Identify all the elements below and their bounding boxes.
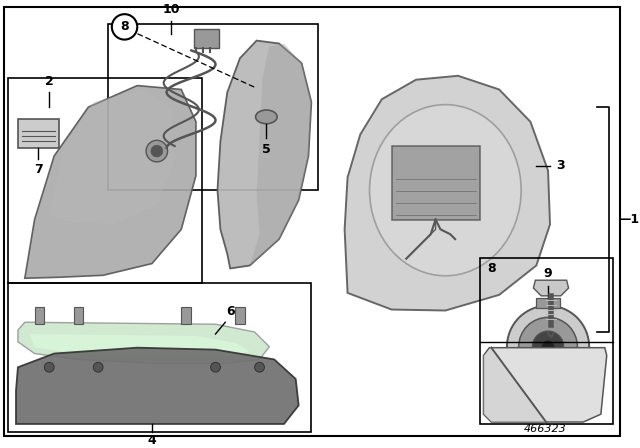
Text: 8: 8 — [120, 20, 129, 34]
Bar — [479, 258, 612, 424]
Bar — [536, 298, 560, 308]
Circle shape — [146, 140, 168, 162]
Polygon shape — [218, 41, 312, 268]
Text: 9: 9 — [544, 267, 552, 280]
Polygon shape — [483, 348, 546, 422]
Bar — [74, 306, 83, 324]
Bar — [235, 306, 245, 324]
Text: 2: 2 — [45, 74, 54, 87]
Ellipse shape — [369, 105, 521, 276]
Polygon shape — [533, 280, 568, 296]
Bar — [35, 306, 44, 324]
Circle shape — [44, 362, 54, 372]
Polygon shape — [49, 90, 175, 224]
Polygon shape — [25, 86, 196, 278]
Bar — [181, 306, 191, 324]
Circle shape — [518, 317, 577, 376]
Text: 5: 5 — [262, 143, 271, 156]
Text: 6: 6 — [226, 306, 234, 319]
Circle shape — [211, 362, 220, 372]
Circle shape — [542, 341, 554, 353]
Polygon shape — [250, 43, 312, 266]
Polygon shape — [344, 76, 550, 310]
Text: 466323: 466323 — [524, 424, 566, 434]
Bar — [392, 146, 479, 220]
Circle shape — [532, 331, 564, 362]
Bar — [8, 283, 312, 432]
Circle shape — [112, 14, 137, 39]
Bar — [8, 78, 202, 283]
Polygon shape — [483, 348, 607, 422]
Polygon shape — [29, 334, 250, 358]
Bar — [108, 24, 318, 190]
Bar — [18, 119, 59, 148]
Text: 10: 10 — [163, 3, 180, 16]
Text: 4: 4 — [148, 434, 156, 447]
Circle shape — [507, 306, 589, 388]
Text: 7: 7 — [34, 163, 43, 176]
Circle shape — [255, 362, 264, 372]
Text: 8: 8 — [488, 262, 496, 275]
Circle shape — [151, 145, 163, 157]
Circle shape — [93, 362, 103, 372]
Polygon shape — [18, 322, 269, 363]
Ellipse shape — [255, 110, 277, 124]
Text: 3: 3 — [556, 159, 564, 172]
Text: —1: —1 — [618, 213, 639, 226]
Polygon shape — [16, 348, 299, 424]
Bar — [194, 29, 220, 48]
